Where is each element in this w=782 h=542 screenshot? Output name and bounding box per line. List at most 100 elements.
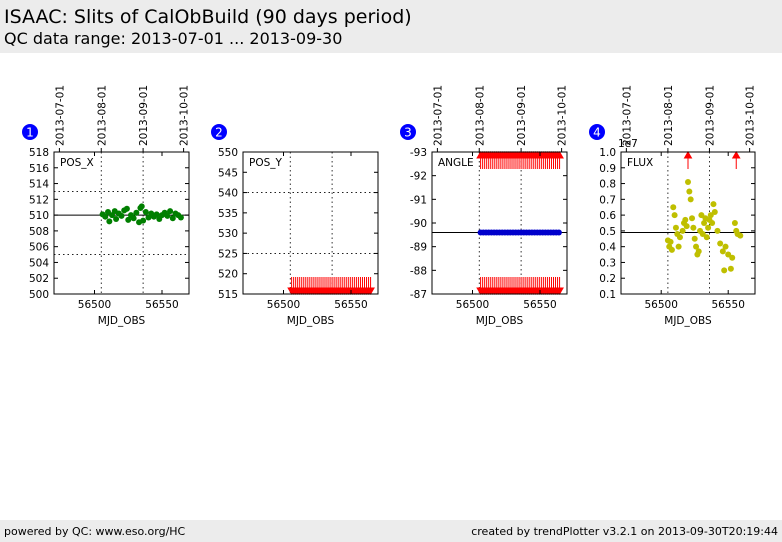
x-tick-label: 56550 xyxy=(145,299,178,311)
data-point xyxy=(675,243,682,250)
data-point xyxy=(725,251,732,258)
data-point xyxy=(106,218,113,225)
chart-panel-1: 1 2013-07-01 2013-08-01 2013-09-01 2013-10-0… xyxy=(22,85,191,327)
y-tick-label: 550 xyxy=(218,147,238,159)
data-point xyxy=(113,216,120,223)
data-point xyxy=(737,232,744,239)
chart-panel-3: 3 2013-07-01 2013-08-01 2013-09-01 2013-10-0… xyxy=(400,85,569,327)
data-point xyxy=(703,234,710,241)
plot-frame xyxy=(431,151,568,295)
data-point xyxy=(555,229,562,236)
axis-offset-label: 1e7 xyxy=(618,138,638,150)
x-axis-label: MJD_OBS xyxy=(664,315,712,327)
y-tick-label: 508 xyxy=(29,226,49,238)
data-point xyxy=(705,224,712,231)
y-tick-label: 0.2 xyxy=(599,273,616,285)
y-tick-label: -93 xyxy=(410,147,427,159)
data-point xyxy=(727,265,734,272)
y-tick-label: 520 xyxy=(218,269,238,281)
data-point xyxy=(683,223,690,230)
x-tick-label: 56500 xyxy=(78,299,111,311)
panel-badge xyxy=(400,124,416,140)
data-point xyxy=(676,234,683,241)
data-point xyxy=(138,203,145,210)
chart-area: 1 2013-07-01 2013-08-01 2013-09-01 2013-10-0… xyxy=(22,85,757,327)
data-point xyxy=(695,248,702,255)
y-tick-label: -88 xyxy=(410,265,427,277)
plot-frame xyxy=(53,151,190,295)
data-point xyxy=(177,214,184,221)
header-bar: ISAAC: Slits of CalObBuild (90 days peri… xyxy=(0,0,782,53)
y-tick-label: 512 xyxy=(29,194,49,206)
top-date-label: 2013-09-01 xyxy=(138,85,150,146)
data-point xyxy=(685,178,691,185)
data-point xyxy=(670,204,677,211)
data-point xyxy=(142,208,149,215)
top-date-label: 2013-10-01 xyxy=(745,85,757,146)
data-point xyxy=(717,240,724,247)
limit-arrow-up xyxy=(731,151,741,169)
x-axis-label: MJD_OBS xyxy=(476,315,524,327)
data-point xyxy=(690,224,697,231)
y-tick-label: 504 xyxy=(29,257,49,269)
top-date-label: 2013-09-01 xyxy=(704,85,716,146)
data-point xyxy=(687,196,694,203)
data-point xyxy=(709,220,716,226)
series-label: POS_Y xyxy=(249,157,283,169)
chart-panel-2: 2 515 520 525 530 535 540 545 550 56500 56550 POS_Y… xyxy=(211,124,379,327)
x-tick-label: 56500 xyxy=(456,299,489,311)
y-tick-label: 516 xyxy=(29,163,49,175)
data-point xyxy=(125,216,132,223)
top-date-label: 2013-07-01 xyxy=(432,85,444,146)
data-point xyxy=(729,254,736,261)
y-tick-label: 0.1 xyxy=(599,289,616,301)
limit-arrow-up xyxy=(683,151,693,169)
chart-panel-4: 4 2013-07-01 2013-08-01 2013-09-01 2013-10-0… xyxy=(589,85,757,327)
y-tick-label: 535 xyxy=(218,208,238,220)
y-tick-label: 0.5 xyxy=(599,226,616,238)
top-date-label: 2013-07-01 xyxy=(621,85,633,146)
y-tick-label: 502 xyxy=(29,273,49,285)
limit-arrow-down xyxy=(555,277,564,295)
data-point xyxy=(699,231,706,238)
top-date-label: 2013-10-01 xyxy=(557,85,569,146)
y-tick-label: 1.0 xyxy=(599,147,616,159)
footer-powered-by: powered by QC: www.eso.org/HC xyxy=(4,525,186,538)
data-point xyxy=(130,215,137,222)
data-point xyxy=(693,243,700,250)
plot-frame xyxy=(242,151,379,295)
data-point xyxy=(679,227,686,234)
y-tick-label: -90 xyxy=(410,218,427,230)
data-point xyxy=(721,267,728,274)
data-point xyxy=(719,248,726,255)
y-tick-label: -87 xyxy=(410,289,427,301)
data-point xyxy=(153,211,160,218)
data-point xyxy=(698,212,705,219)
footer-bar: powered by QC: www.eso.org/HC created by… xyxy=(0,520,782,542)
data-point xyxy=(118,212,125,219)
y-tick-label: 545 xyxy=(218,167,238,179)
data-point xyxy=(711,208,718,215)
y-tick-label: 530 xyxy=(218,228,238,240)
panel-badge-number: 2 xyxy=(215,126,223,140)
y-tick-label: 518 xyxy=(29,147,49,159)
data-point xyxy=(167,208,174,215)
panel-badge-number: 3 xyxy=(404,126,412,140)
footer-created-by: created by trendPlotter v3.2.1 on 2013-0… xyxy=(471,525,778,538)
y-tick-label: 510 xyxy=(29,210,49,222)
y-tick-label: 0.8 xyxy=(599,179,616,191)
x-tick-label: 56550 xyxy=(334,299,367,311)
data-point xyxy=(668,246,675,253)
data-point xyxy=(672,224,679,231)
limit-arrow-down xyxy=(366,277,375,295)
top-date-label: 2013-08-01 xyxy=(474,85,486,146)
x-tick-label: 56550 xyxy=(523,299,556,311)
x-tick-label: 56500 xyxy=(267,299,300,311)
page-title: ISAAC: Slits of CalObBuild (90 days peri… xyxy=(4,6,412,28)
y-tick-label: 0.3 xyxy=(599,257,616,269)
y-tick-label: 0.7 xyxy=(599,194,616,206)
top-date-label: 2013-08-01 xyxy=(96,85,108,146)
data-point xyxy=(714,227,721,234)
y-tick-label: 525 xyxy=(218,248,238,260)
data-point xyxy=(691,235,698,242)
